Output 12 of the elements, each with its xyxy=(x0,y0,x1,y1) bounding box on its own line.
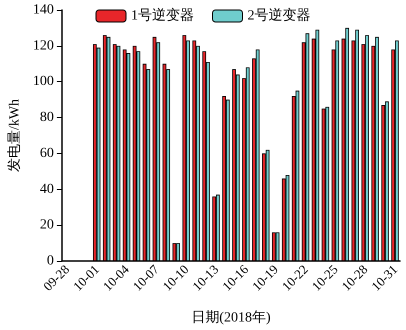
y-tick-label: 60 xyxy=(40,146,54,161)
y-tick-label: 20 xyxy=(40,218,54,233)
y-axis-title: 发电量/kWh xyxy=(6,98,22,172)
y-tick-label: 140 xyxy=(32,2,54,18)
legend-label: 2号逆变器 xyxy=(248,8,310,24)
y-tick-label: 0 xyxy=(46,254,54,268)
y-tick-label: 80 xyxy=(40,110,54,126)
y-tick-label: 100 xyxy=(32,74,54,90)
y-tick-label: 120 xyxy=(32,38,54,54)
x-axis-title: 日期(2018年) xyxy=(191,310,271,326)
legend-label: 1号逆变器 xyxy=(131,8,194,24)
y-tick-label: 40 xyxy=(40,182,54,197)
